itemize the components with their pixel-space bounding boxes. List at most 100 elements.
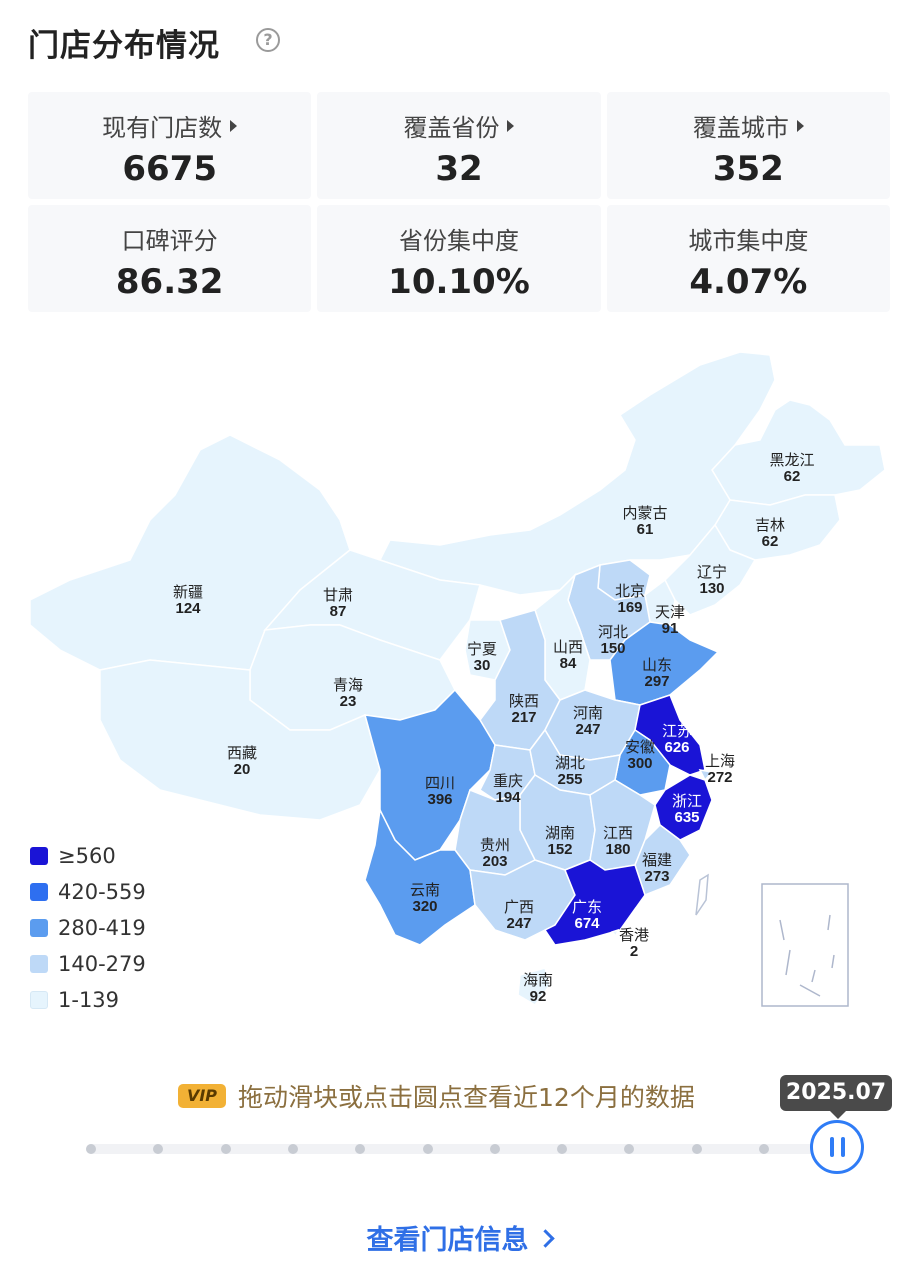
legend-item[interactable]: 280-419 (30, 910, 146, 946)
province-name: 北京 (615, 583, 645, 600)
province-name: 河南 (573, 705, 603, 722)
stat-label: 覆盖省份 (403, 114, 500, 142)
province-value: 635 (674, 809, 699, 826)
province-name: 天津 (655, 604, 685, 621)
province-name: 上海 (705, 753, 735, 770)
province-name: 内蒙古 (622, 505, 667, 522)
province-region[interactable] (364, 807, 476, 946)
province-value: 20 (234, 761, 251, 778)
legend-item[interactable]: ≥560 (30, 838, 146, 874)
province-region[interactable] (698, 769, 714, 782)
province-name: 新疆 (173, 584, 203, 601)
timeline-dot[interactable] (759, 1144, 769, 1154)
province-value: 23 (340, 693, 357, 710)
province-region[interactable] (654, 774, 713, 841)
stat-value: 32 (435, 149, 483, 189)
legend-swatch (30, 883, 48, 901)
timeline-dot[interactable] (220, 1144, 231, 1154)
province-region[interactable] (517, 967, 551, 1006)
province-value: 87 (330, 603, 347, 620)
province-value: 273 (644, 868, 669, 885)
stat-value: 352 (712, 149, 784, 189)
stat-label: 口碑评分 (121, 227, 218, 255)
province-name: 吉林 (755, 517, 785, 534)
timeline-dot[interactable] (489, 1144, 500, 1154)
question-circle-icon[interactable]: ? (256, 28, 280, 52)
legend-label: ≥560 (58, 844, 116, 868)
timeline-hint-text: 拖动滑块或点击圆点查看近12个月的数据 (238, 1083, 695, 1112)
legend-swatch (30, 919, 48, 937)
stat-label: 现有门店数 (102, 114, 223, 142)
province-name: 湖北 (555, 755, 585, 772)
province-name: 甘肃 (323, 587, 353, 604)
island-outline (695, 873, 709, 916)
timeline-dot[interactable] (691, 1144, 702, 1154)
province-value: 130 (699, 580, 724, 597)
timeline-track[interactable] (86, 1144, 826, 1154)
province-name: 陕西 (509, 693, 539, 710)
province-name: 青海 (333, 677, 363, 694)
timeline-dot[interactable] (422, 1144, 433, 1154)
province-name: 湖南 (545, 825, 575, 842)
legend-label: 420-559 (58, 880, 146, 904)
legend-item[interactable]: 420-559 (30, 874, 146, 910)
province-value: 92 (530, 988, 547, 1005)
province-name: 四川 (425, 775, 455, 792)
legend-item[interactable]: 1-139 (30, 982, 146, 1018)
province-value: 247 (506, 915, 531, 932)
timeline-dot[interactable] (624, 1144, 635, 1154)
stat-card-cities[interactable]: 覆盖城市 352 (606, 92, 890, 199)
province-name: 广东 (572, 899, 602, 916)
view-stores-link[interactable]: 查看门店信息 (0, 1218, 918, 1257)
stats-grid: 现有门店数 6675 覆盖省份 32 覆盖城市 352 口碑评分 86.32 省… (28, 92, 890, 312)
province-value: 272 (707, 769, 732, 786)
map-legend: ≥560 420-559 280-419 140-279 1-139 (30, 838, 146, 1018)
timeline-dot[interactable] (557, 1144, 568, 1154)
stat-label: 覆盖城市 (692, 114, 789, 142)
chevron-right-icon (535, 1229, 555, 1248)
province-value: 152 (547, 841, 572, 858)
timeline-hint: VIP 拖动滑块或点击圆点查看近12个月的数据 (178, 1078, 695, 1114)
province-name: 广西 (504, 899, 534, 916)
province-name: 云南 (410, 882, 440, 899)
legend-label: 140-279 (58, 952, 146, 976)
province-value: 62 (784, 468, 801, 485)
province-name: 香港 (619, 927, 649, 944)
timeline-dot[interactable] (287, 1144, 298, 1154)
legend-swatch (30, 847, 48, 865)
province-value: 255 (557, 771, 582, 788)
timeline-dot[interactable] (355, 1144, 366, 1154)
province-value: 62 (762, 533, 779, 550)
province-name: 山西 (553, 639, 583, 656)
timeline-current-tooltip: 2025.07 (780, 1075, 892, 1119)
timeline-dot[interactable] (86, 1144, 96, 1154)
province-name: 西藏 (227, 745, 257, 762)
legend-swatch (30, 991, 48, 1009)
province-value: 84 (560, 655, 577, 672)
province-value: 247 (575, 721, 600, 738)
stat-card-rating: 口碑评分 86.32 (28, 205, 312, 312)
stat-value: 86.32 (115, 262, 224, 302)
timeline-dot[interactable] (153, 1144, 164, 1154)
province-value: 194 (495, 789, 521, 806)
province-value: 61 (637, 521, 654, 538)
timeline-pause-button[interactable] (810, 1120, 864, 1174)
province-name: 山东 (642, 657, 672, 674)
province-region[interactable] (543, 859, 646, 946)
province-value: 396 (427, 791, 452, 808)
province-name: 安徽 (625, 739, 655, 756)
province-value: 124 (175, 600, 201, 617)
stat-card-stores[interactable]: 现有门店数 6675 (28, 92, 312, 199)
stat-card-provinces[interactable]: 覆盖省份 32 (317, 92, 601, 199)
province-name: 海南 (523, 972, 553, 989)
stat-value: 4.07% (689, 262, 808, 302)
province-region[interactable] (610, 928, 620, 938)
province-name: 宁夏 (467, 641, 497, 658)
province-value: 203 (482, 853, 507, 870)
stat-value: 6675 (122, 149, 217, 189)
caret-right-icon (507, 119, 515, 132)
province-value: 320 (412, 898, 437, 915)
legend-item[interactable]: 140-279 (30, 946, 146, 982)
page-title: 门店分布情况 (28, 28, 220, 64)
